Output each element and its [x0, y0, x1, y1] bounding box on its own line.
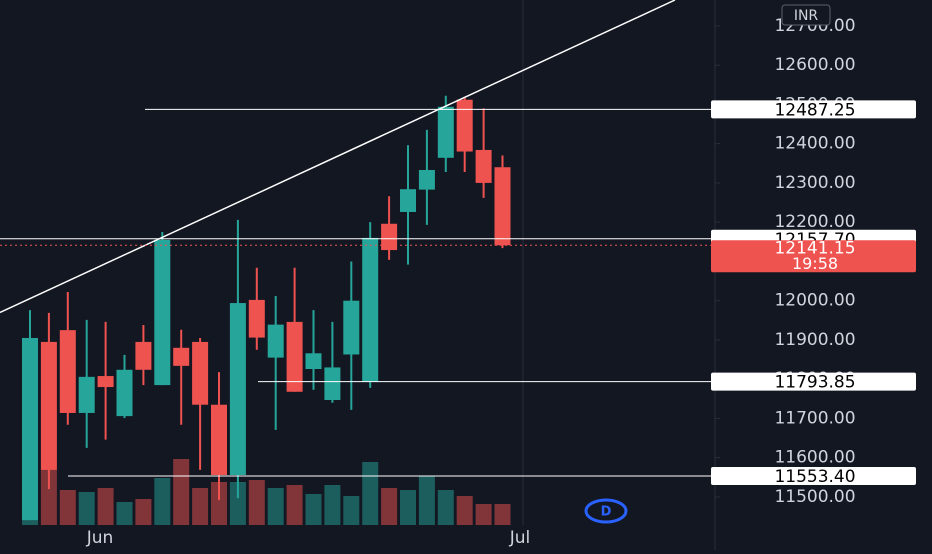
candle-body: [211, 404, 227, 475]
volume-bar: [494, 504, 511, 525]
candle-body: [418, 169, 435, 190]
price-tag: [711, 467, 916, 486]
y-tick-label: 12400.00: [774, 134, 855, 154]
candle-body: [97, 376, 114, 388]
volume-bar: [437, 490, 454, 525]
volume-bar: [362, 462, 379, 525]
volume-bar: [97, 488, 114, 525]
y-tick-label: 12200.00: [774, 212, 855, 232]
trend-line: [0, 0, 676, 314]
price-tag-label: 11553.40: [774, 467, 855, 487]
candle-body: [173, 347, 190, 366]
volume-bar: [135, 499, 152, 525]
volume-bar: [286, 485, 303, 525]
volume-bar: [40, 469, 57, 525]
candle-body: [286, 321, 303, 392]
x-tick-label: Jun: [86, 528, 114, 548]
y-tick-label: 11500.00: [774, 487, 855, 507]
currency[interactable]: INR: [794, 8, 819, 24]
candle-body: [229, 303, 246, 475]
volume-bar: [154, 478, 171, 525]
candle-body: [494, 167, 511, 246]
volume-bar: [229, 482, 246, 525]
volume-bar: [418, 476, 435, 525]
candle-body: [59, 330, 76, 413]
price-tag: [711, 372, 916, 391]
candle-body: [475, 149, 492, 183]
price-tag: [711, 100, 916, 119]
candle-body: [248, 299, 265, 338]
price-tag-label: 12487.25: [774, 100, 855, 120]
y-tick-label: 11600.00: [774, 448, 855, 468]
price-tag-label: 11793.85: [774, 373, 855, 393]
x-tick-label: Jul: [509, 528, 531, 548]
volume-bar: [211, 482, 227, 525]
candle-body: [381, 223, 398, 251]
candle-body: [362, 237, 379, 382]
candle-body: [400, 189, 416, 212]
y-tick-label: 12300.00: [774, 173, 855, 193]
y-tick-label: 12000.00: [774, 291, 855, 311]
candle-body: [267, 324, 284, 358]
candle-body: [154, 239, 171, 386]
volume-bar: [78, 492, 95, 525]
volume-bar: [248, 480, 265, 525]
candle-body: [192, 341, 209, 405]
candle-body: [22, 337, 38, 521]
last-price-label: 12141.15: [774, 238, 855, 258]
candle-body: [437, 106, 454, 158]
volume-bar: [343, 496, 360, 525]
y-tick-label: 12600.00: [774, 55, 855, 75]
candle-body: [343, 300, 360, 355]
volume-bar: [400, 490, 416, 525]
countdown: 19:58: [792, 254, 838, 273]
candle-body: [116, 369, 133, 417]
y-tick-label: 11700.00: [774, 408, 855, 428]
currency-box[interactable]: [781, 4, 831, 26]
candle-body: [78, 376, 95, 413]
candle-body: [324, 367, 341, 401]
interval[interactable]: D: [601, 505, 612, 520]
last-price-tag: [711, 240, 916, 273]
volume-bar: [116, 502, 133, 525]
volume-bar: [267, 488, 284, 525]
candle-body: [456, 99, 473, 152]
candle-body: [305, 353, 322, 369]
volume-bar: [192, 488, 209, 525]
interval-icon[interactable]: [584, 498, 628, 524]
volume-bar: [475, 504, 492, 525]
volume-bar: [173, 459, 190, 525]
candle-body: [40, 341, 57, 470]
volume-bar: [381, 488, 398, 525]
volume-bar: [324, 485, 341, 525]
y-tick-label: 11900.00: [774, 330, 855, 350]
candle-body: [135, 341, 152, 370]
volume-bar: [59, 490, 76, 525]
volume-bar: [305, 494, 322, 525]
volume-bar: [456, 496, 473, 525]
